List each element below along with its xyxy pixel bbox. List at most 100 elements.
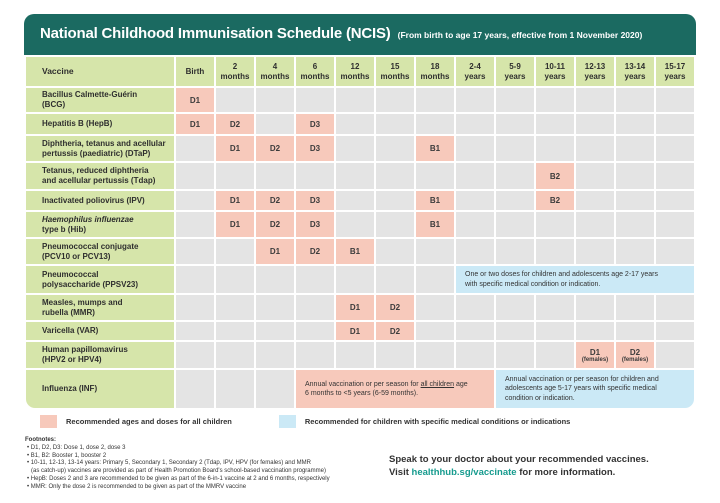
legend-label: Recommended ages and doses for all child… bbox=[66, 417, 232, 426]
table-row-hepb: Hepatitis B (HepB) D1 D2 D3 bbox=[26, 114, 694, 134]
empty-cell bbox=[216, 266, 254, 293]
vaccine-name-var: Varicella (VAR) bbox=[26, 322, 174, 340]
vaccine-name-hib: Haemophilus influenzae type b (Hib) bbox=[26, 212, 174, 237]
empty-cell bbox=[296, 266, 334, 293]
dose-value: D2 bbox=[629, 347, 641, 357]
empty-cell bbox=[656, 295, 694, 320]
footnote-item: B1, B2: Booster 1, booster 2 bbox=[25, 453, 385, 461]
table-row-mmr: Measles, mumps and rubella (MMR) D1 D2 bbox=[26, 295, 694, 320]
dose-cell-ipv-6m: D3 bbox=[296, 191, 334, 210]
legend: Recommended ages and doses for all child… bbox=[24, 415, 696, 428]
schedule-card: National Childhood Immunisation Schedule… bbox=[24, 14, 696, 428]
dose-cell-mmr-12m: D1 bbox=[336, 295, 374, 320]
advice-line1: Speak to your doctor about your recommen… bbox=[389, 454, 649, 465]
dose-cell-dtap-18m: B1 bbox=[416, 136, 454, 161]
column-header-10-11-years: 10-11 years bbox=[536, 57, 574, 86]
empty-cell bbox=[616, 239, 654, 264]
dose-cell-ipv-18m: B1 bbox=[416, 191, 454, 210]
empty-cell bbox=[216, 295, 254, 320]
vaccine-name-inf: Influenza (INF) bbox=[26, 370, 174, 408]
empty-cell bbox=[456, 163, 494, 189]
empty-cell bbox=[536, 342, 574, 368]
empty-cell bbox=[576, 163, 614, 189]
empty-cell bbox=[456, 212, 494, 237]
pink-swatch-icon bbox=[40, 415, 57, 428]
footnotes: Footnotes: D1, D2, D3: Dose 1, dose 2, d… bbox=[25, 437, 385, 492]
empty-cell bbox=[176, 212, 214, 237]
empty-cell bbox=[296, 322, 334, 340]
column-header-15-17-years: 15-17 years bbox=[656, 57, 694, 86]
empty-cell bbox=[376, 266, 414, 293]
empty-cell bbox=[176, 136, 214, 161]
empty-cell bbox=[416, 266, 454, 293]
dose-subtext: (females) bbox=[581, 356, 609, 363]
empty-cell bbox=[256, 295, 294, 320]
vaccine-name-ppsv23: Pneumococcal polysaccharide (PPSV23) bbox=[26, 266, 174, 293]
vaccine-name-tdap: Tetanus, reduced diphtheria and acellula… bbox=[26, 163, 174, 189]
empty-cell bbox=[576, 295, 614, 320]
empty-cell bbox=[256, 163, 294, 189]
note-cell-ppsv23: One or two doses for children and adoles… bbox=[456, 266, 694, 293]
empty-cell bbox=[376, 114, 414, 134]
empty-cell bbox=[656, 163, 694, 189]
empty-cell bbox=[216, 342, 254, 368]
empty-cell bbox=[376, 136, 414, 161]
empty-cell bbox=[416, 295, 454, 320]
empty-cell bbox=[656, 191, 694, 210]
empty-cell bbox=[496, 322, 534, 340]
empty-cell bbox=[216, 370, 254, 408]
empty-cell bbox=[336, 191, 374, 210]
empty-cell bbox=[416, 88, 454, 112]
column-header-15-months: 15 months bbox=[376, 57, 414, 86]
empty-cell bbox=[336, 212, 374, 237]
empty-cell bbox=[376, 212, 414, 237]
empty-cell bbox=[256, 322, 294, 340]
column-header-6-months: 6 months bbox=[296, 57, 334, 86]
empty-cell bbox=[456, 239, 494, 264]
empty-cell bbox=[456, 114, 494, 134]
footnote-item: D1, D2, D3: Dose 1, dose 2, dose 3 bbox=[25, 445, 385, 453]
empty-cell bbox=[456, 342, 494, 368]
empty-cell bbox=[336, 342, 374, 368]
empty-cell bbox=[376, 342, 414, 368]
advice-line2-suffix: for more information. bbox=[516, 467, 616, 479]
empty-cell bbox=[656, 212, 694, 237]
empty-cell bbox=[496, 239, 534, 264]
empty-cell bbox=[336, 136, 374, 161]
footnotes-heading: Footnotes: bbox=[25, 437, 56, 443]
dose-cell-hpv-13-14y: D2 (females) bbox=[616, 342, 654, 368]
vaccine-name-hpv: Human papillomavirus (HPV2 or HPV4) bbox=[26, 342, 174, 368]
footnote-item: HepB: Doses 2 and 3 are recommended to b… bbox=[25, 476, 385, 484]
dose-value: D1 bbox=[589, 347, 601, 357]
column-header-13-14-years: 13-14 years bbox=[616, 57, 654, 86]
empty-cell bbox=[616, 322, 654, 340]
dose-cell-hepb-6m: D3 bbox=[296, 114, 334, 134]
empty-cell bbox=[296, 342, 334, 368]
healthhub-link[interactable]: healthhub.sg/vaccinate bbox=[411, 467, 517, 479]
dose-subtext: (females) bbox=[621, 356, 649, 363]
column-header-2-months: 2 months bbox=[216, 57, 254, 86]
dose-cell-pcv-12m: B1 bbox=[336, 239, 374, 264]
empty-cell bbox=[216, 322, 254, 340]
empty-cell bbox=[576, 322, 614, 340]
empty-cell bbox=[536, 322, 574, 340]
dose-cell-hib-4m: D2 bbox=[256, 212, 294, 237]
table-header-row: Vaccine Birth 2 months 4 months 6 months… bbox=[26, 57, 694, 86]
column-header-5-9-years: 5-9 years bbox=[496, 57, 534, 86]
empty-cell bbox=[216, 163, 254, 189]
table-row-inf: Influenza (INF) Annual vaccination or pe… bbox=[26, 370, 694, 408]
empty-cell bbox=[256, 370, 294, 408]
empty-cell bbox=[576, 88, 614, 112]
empty-cell bbox=[576, 136, 614, 161]
empty-cell bbox=[496, 136, 534, 161]
table-row-var: Varicella (VAR) D1 D2 bbox=[26, 322, 694, 340]
empty-cell bbox=[416, 322, 454, 340]
table-row-bcg: Bacillus Calmette-Guérin (BCG) D1 bbox=[26, 88, 694, 112]
empty-cell bbox=[416, 239, 454, 264]
empty-cell bbox=[576, 114, 614, 134]
dose-cell-hib-18m: B1 bbox=[416, 212, 454, 237]
table-row-dtap: Diphtheria, tetanus and acellular pertus… bbox=[26, 136, 694, 161]
empty-cell bbox=[256, 342, 294, 368]
empty-cell bbox=[176, 239, 214, 264]
